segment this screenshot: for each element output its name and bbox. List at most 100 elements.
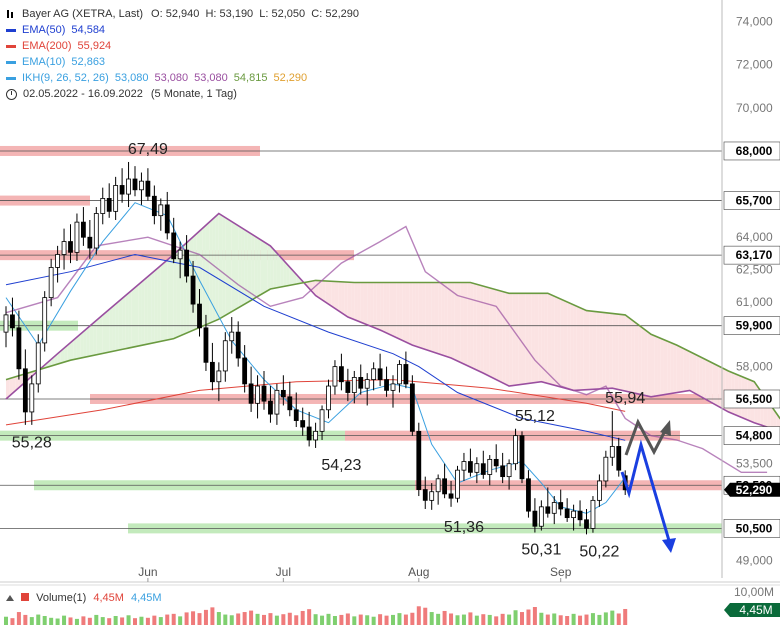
candle-body[interactable] [332, 366, 338, 387]
candle-body[interactable] [151, 195, 157, 217]
candle-body[interactable] [384, 379, 389, 391]
candle-body[interactable] [493, 458, 499, 467]
candle-body[interactable] [216, 370, 222, 383]
candle-body[interactable] [306, 426, 312, 441]
candle-body[interactable] [261, 385, 267, 402]
candle-body[interactable] [61, 241, 67, 255]
candle-body[interactable] [248, 383, 254, 404]
candle-body[interactable] [68, 241, 73, 253]
candle-body[interactable] [132, 178, 138, 191]
candle-body[interactable] [564, 508, 570, 519]
candle-body[interactable] [268, 400, 273, 415]
legend-ema10[interactable]: EMA(10) 52,863 [6, 54, 359, 70]
candle-body[interactable] [16, 327, 22, 370]
candle-body[interactable] [48, 267, 54, 299]
candle-body[interactable] [603, 456, 609, 482]
candle-body[interactable] [22, 368, 28, 413]
legend-ema50[interactable]: EMA(50) 54,584 [6, 22, 359, 38]
candle-body[interactable] [106, 198, 112, 212]
candle-body[interactable] [81, 221, 86, 238]
candle-body[interactable] [397, 364, 402, 385]
candle-body[interactable] [513, 435, 518, 465]
candle-body[interactable] [197, 303, 202, 329]
candle-body[interactable] [351, 377, 357, 393]
candle-body[interactable] [184, 249, 190, 277]
candle-body[interactable] [506, 463, 512, 478]
legend-ichimoku[interactable]: IKH(9, 26, 52, 26) 53,080 53,080 53,080 … [6, 70, 359, 86]
candle-body[interactable] [390, 383, 396, 391]
candle-body[interactable] [590, 499, 596, 529]
candle-body[interactable] [171, 232, 177, 260]
candle-body[interactable] [422, 489, 428, 501]
chevron-up-icon[interactable] [6, 595, 14, 601]
candle-body[interactable] [229, 331, 235, 342]
candle-body[interactable] [35, 342, 41, 385]
candle-body[interactable] [597, 480, 602, 501]
candle-body[interactable] [113, 185, 119, 212]
candle-body[interactable] [571, 510, 576, 519]
candle-body[interactable] [42, 297, 48, 344]
candle-body[interactable] [93, 213, 99, 249]
candle-body[interactable] [364, 379, 370, 389]
candle-body[interactable] [461, 461, 467, 471]
candle-body[interactable] [358, 377, 364, 389]
candle-body[interactable] [209, 361, 215, 383]
candle-body[interactable] [455, 469, 460, 499]
candle-body[interactable] [526, 478, 531, 512]
candle-body[interactable] [442, 478, 448, 495]
candle-body[interactable] [74, 221, 80, 253]
candle-body[interactable] [435, 478, 441, 493]
candle-body[interactable] [474, 463, 480, 473]
candle-body[interactable] [616, 446, 622, 471]
candle-body[interactable] [319, 409, 325, 432]
candle-body[interactable] [139, 180, 144, 191]
candle-body[interactable] [177, 249, 183, 260]
symbol-toggle-icon[interactable] [6, 9, 16, 19]
candle-body[interactable] [126, 178, 131, 195]
candle-body[interactable] [280, 389, 286, 398]
candle-body[interactable] [371, 368, 377, 380]
candle-body[interactable] [313, 430, 319, 441]
candle-body[interactable] [274, 389, 280, 415]
candle-body[interactable] [584, 519, 589, 529]
candle-body[interactable] [416, 430, 422, 490]
candle-body[interactable] [145, 180, 151, 197]
candle-body[interactable] [3, 314, 9, 333]
candle-body[interactable] [100, 198, 106, 214]
candle-body[interactable] [300, 420, 306, 428]
candle-body[interactable] [577, 510, 583, 521]
candle-body[interactable] [409, 383, 415, 432]
candle-body[interactable] [222, 340, 228, 372]
candle-body[interactable] [10, 314, 15, 329]
candle-body[interactable] [203, 327, 209, 363]
candle-body[interactable] [29, 383, 35, 413]
candle-body[interactable] [545, 506, 551, 514]
candle-body[interactable] [429, 491, 435, 501]
candle-body[interactable] [87, 236, 93, 249]
candle-body[interactable] [293, 409, 299, 421]
candle-body[interactable] [538, 506, 544, 527]
candle-body[interactable] [377, 368, 383, 380]
candle-body[interactable] [338, 366, 344, 383]
candle-body[interactable] [242, 357, 248, 385]
candle-body[interactable] [551, 502, 557, 514]
candle-body[interactable] [480, 463, 486, 475]
candle-body[interactable] [235, 331, 241, 359]
candle-body[interactable] [487, 458, 493, 475]
candle-body[interactable] [403, 364, 409, 385]
candle-body[interactable] [190, 275, 196, 305]
legend-ema200[interactable]: EMA(200) 55,924 [6, 38, 359, 54]
candle-body[interactable] [558, 502, 564, 510]
candle-body[interactable] [164, 204, 170, 234]
candle-body[interactable] [119, 185, 125, 195]
candle-body[interactable] [467, 461, 473, 473]
candle-body[interactable] [448, 493, 454, 499]
candle-body[interactable] [55, 254, 60, 268]
candle-body[interactable] [532, 510, 538, 527]
candle-body[interactable] [500, 465, 506, 478]
candle-body[interactable] [158, 204, 164, 217]
candle-body[interactable] [345, 381, 351, 393]
candle-body[interactable] [519, 435, 525, 480]
candle-body[interactable] [255, 385, 260, 404]
